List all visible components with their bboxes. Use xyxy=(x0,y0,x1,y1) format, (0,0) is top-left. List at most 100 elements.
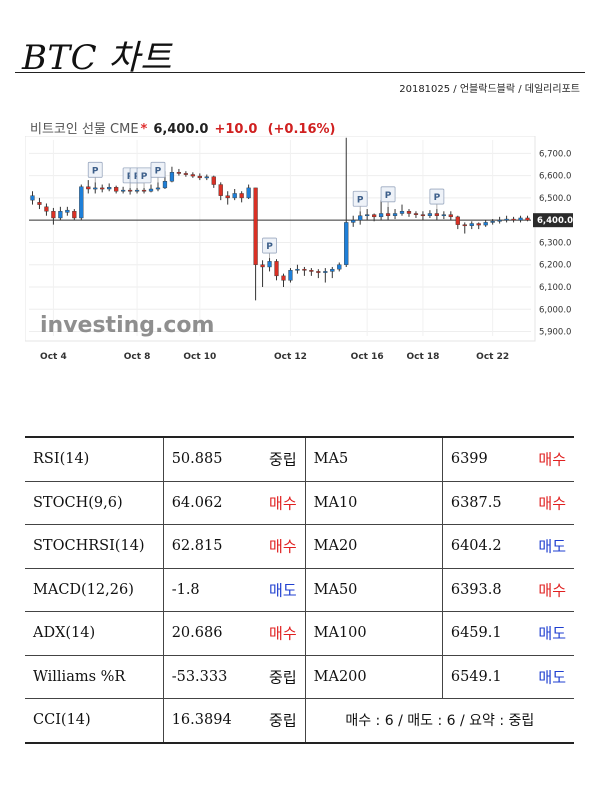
x-tick-label: Oct 18 xyxy=(406,352,439,362)
indicator-value: -1.8 xyxy=(171,581,200,598)
candle-body xyxy=(225,195,230,199)
candle-body xyxy=(121,189,126,192)
signal-label: 매도 xyxy=(538,537,566,556)
watermark-text: investing.com xyxy=(40,313,214,338)
candle-body xyxy=(344,222,349,265)
candle xyxy=(86,180,91,194)
candle-body xyxy=(337,264,342,270)
candle xyxy=(155,182,161,192)
ma-cell: 6549.1 매도 xyxy=(441,655,574,699)
candle-body xyxy=(127,189,133,192)
candle xyxy=(127,187,133,195)
candle xyxy=(44,203,49,216)
annotation-label: P xyxy=(385,191,392,201)
candle-body xyxy=(309,270,314,272)
candle-body xyxy=(434,213,439,216)
annotation-label: P xyxy=(266,242,273,252)
table-row: MACD(12,26) -1.8 매도 MA50 6393.8 매수 xyxy=(25,568,574,612)
indicator-value: 6459.1 xyxy=(450,625,502,642)
candle-body xyxy=(406,211,412,214)
y-tick-label: 6,000.0 xyxy=(539,305,571,315)
candle-body xyxy=(281,275,286,281)
candle xyxy=(462,222,467,234)
annotation-p-marker: P xyxy=(150,161,166,183)
candle-body xyxy=(183,173,188,175)
candle xyxy=(365,209,370,221)
candle-body xyxy=(141,189,147,192)
candle-body xyxy=(114,187,119,192)
candle xyxy=(204,174,209,181)
candle-body xyxy=(448,214,453,218)
candle-body xyxy=(274,261,279,277)
y-tick-label: 6,200.0 xyxy=(539,261,571,271)
last-price: 6,400.0 xyxy=(153,122,209,137)
candle xyxy=(72,209,77,221)
candle xyxy=(225,191,230,205)
star-marker: * xyxy=(140,122,148,137)
candle xyxy=(65,206,70,216)
indicator-value: -53.333 xyxy=(171,668,228,685)
indicator-value: 62.815 xyxy=(171,538,223,555)
candle xyxy=(79,184,84,221)
table-row: RSI(14) 50.885 중립 MA5 6399 매수 xyxy=(25,436,574,482)
ma-cell: 6459.1 매도 xyxy=(441,611,574,656)
y-tick-label: 6,100.0 xyxy=(539,283,571,293)
candle xyxy=(406,209,412,217)
indicator-value: 6393.8 xyxy=(450,581,502,598)
annotation-label: P xyxy=(357,195,364,205)
candle-body xyxy=(232,193,237,199)
candle xyxy=(337,262,342,272)
candle xyxy=(399,204,405,216)
candle-body xyxy=(239,193,244,199)
candle-body xyxy=(504,218,509,221)
candle xyxy=(511,216,516,223)
candle xyxy=(302,266,307,276)
annotation-box xyxy=(380,186,396,203)
candle-body xyxy=(51,211,56,219)
table-row-summary: CCI(14) 16.3894 중립 매수 : 6 / 매도 : 6 / 요약 : 중… xyxy=(25,698,574,744)
annotation-label: P xyxy=(434,193,441,203)
investing-watermark: investing.com xyxy=(40,313,214,338)
candle xyxy=(434,209,439,221)
annotation-box xyxy=(87,161,103,178)
y-tick-label: 6,700.0 xyxy=(539,149,571,159)
candle-body xyxy=(441,214,446,217)
x-tick-label: Oct 16 xyxy=(351,352,384,362)
indicator-name: RSI(14) xyxy=(25,436,164,482)
indicator-value: 20.686 xyxy=(171,625,223,642)
candle xyxy=(169,166,175,183)
indicator-cell: -1.8 매도 xyxy=(162,568,306,612)
grid-lines xyxy=(29,140,531,336)
annotation-p-marker: P xyxy=(87,161,103,183)
table-row: ADX(14) 20.686 매수 MA100 6459.1 매도 xyxy=(25,611,574,656)
candle xyxy=(267,258,272,272)
table-row: STOCHRSI(14) 62.815 매수 MA20 6404.2 매도 xyxy=(25,524,574,569)
candle-body xyxy=(358,215,363,221)
candle-body xyxy=(455,216,460,225)
candle xyxy=(295,264,300,274)
candle xyxy=(344,137,349,267)
candle xyxy=(483,220,488,227)
annotation-p-marker: P xyxy=(262,237,277,259)
byline: 20181025 / 언블락드블락 / 데일리리포트 xyxy=(399,84,580,95)
annotation-p-marker: P xyxy=(352,190,368,212)
candle-body xyxy=(176,172,182,174)
candle-body xyxy=(79,186,84,219)
candle-body xyxy=(518,217,523,221)
signal-label: 매도 xyxy=(269,581,297,600)
x-tick-label: Oct 4 xyxy=(40,352,67,362)
signal-label: 중립 xyxy=(269,668,297,687)
indicator-value: 64.062 xyxy=(171,494,223,511)
indicator-cell: 16.3894 중립 xyxy=(162,698,306,744)
indicator-name: STOCHRSI(14) xyxy=(25,524,164,569)
indicator-cell: 50.885 중립 xyxy=(162,436,306,482)
ma-name: MA20 xyxy=(304,524,443,569)
candle xyxy=(107,183,112,192)
ma-cell: 6404.2 매도 xyxy=(441,524,574,569)
candle-body xyxy=(427,213,433,216)
candle-body xyxy=(204,176,209,179)
candle-body xyxy=(302,268,307,271)
candle xyxy=(197,173,202,181)
candle xyxy=(455,215,460,230)
annotation-p-marker: P xyxy=(429,188,445,210)
